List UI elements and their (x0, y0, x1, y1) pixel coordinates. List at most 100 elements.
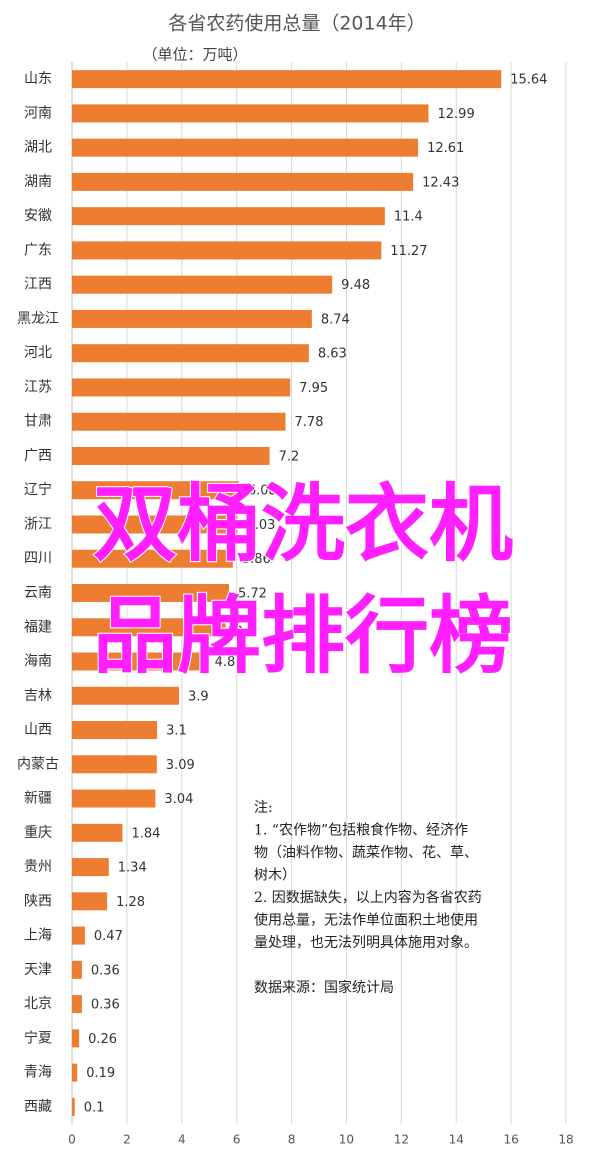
note-line: 物（油料作物、蔬菜作物、花、草、 (254, 845, 478, 861)
value-label: 0.26 (88, 1032, 117, 1047)
y-tick-label: 吉林 (24, 688, 52, 704)
y-tick-label: 新疆 (24, 791, 52, 807)
value-label: 3.1 (166, 724, 187, 739)
value-label: 4.87 (215, 655, 244, 670)
value-label: 11.27 (390, 244, 427, 259)
overlay-text: 双桶洗衣机 (93, 475, 513, 573)
y-tick-label: 宁夏 (24, 1029, 52, 1046)
bar (72, 721, 158, 740)
value-label: 12.43 (422, 175, 459, 190)
y-tick-label: 广西 (24, 448, 52, 464)
value-label: 9.48 (341, 278, 370, 293)
bar (72, 960, 82, 979)
value-label: 0.1 (84, 1100, 105, 1115)
x-tick-label: 12 (394, 1133, 409, 1147)
x-tick-label: 10 (339, 1133, 354, 1147)
value-label: 12.99 (438, 107, 475, 122)
bar (72, 378, 291, 397)
bar (72, 207, 385, 226)
chart-subtitle: （单位：万吨） (142, 46, 247, 64)
y-tick-label: 天津 (24, 962, 52, 978)
value-label: 6.08 (248, 484, 277, 499)
bar (72, 70, 502, 89)
y-tick-label: 陕西 (24, 893, 52, 909)
value-label: 0.47 (94, 929, 123, 944)
value-label: 8.63 (318, 347, 347, 362)
chart-title: 各省农药使用总量（2014年） (168, 13, 425, 35)
bar (72, 481, 239, 500)
note-line: 树木） (254, 868, 296, 884)
y-tick-label: 山西 (24, 722, 52, 738)
bar (72, 446, 270, 465)
value-label: 7.95 (299, 381, 328, 396)
y-tick-label: 江西 (24, 277, 52, 293)
x-tick-label: 6 (233, 1133, 241, 1147)
y-tick-label: 上海 (24, 928, 52, 944)
value-label: 7.2 (279, 449, 300, 464)
value-label: 3.9 (188, 689, 209, 704)
note-line: 使用总量，无法作单位面积土地使用 (254, 912, 478, 929)
x-tick-label: 16 (503, 1133, 518, 1147)
value-label: 0.36 (91, 963, 120, 978)
y-tick-label: 安徽 (24, 208, 52, 224)
bar (72, 789, 156, 808)
overlay-text: 品牌排行榜 (93, 587, 513, 685)
bar (72, 858, 109, 877)
note-line: 1. “农作物”包括粮食作物、经济作 (254, 822, 468, 839)
bar (72, 652, 206, 671)
note-line: 量处理，也无法列明具体施用对象。 (254, 935, 478, 951)
y-tick-label: 江苏 (24, 379, 52, 395)
x-tick-label: 8 (288, 1133, 296, 1147)
value-label: 6.03 (246, 518, 275, 533)
x-tick-label: 2 (123, 1133, 131, 1147)
value-label: 0.36 (91, 998, 120, 1013)
y-tick-label: 浙江 (24, 516, 52, 532)
value-label: 7.78 (295, 415, 324, 430)
y-tick-label: 四川 (24, 551, 52, 567)
bar (72, 584, 229, 602)
bar (72, 138, 419, 157)
value-label: 15.64 (510, 73, 547, 88)
bar (72, 549, 233, 568)
bar (72, 926, 85, 945)
y-tick-label: 内蒙古 (17, 756, 59, 772)
y-tick-label: 甘肃 (24, 414, 52, 430)
bar (72, 344, 309, 363)
bar (72, 412, 286, 431)
bar (72, 892, 108, 911)
note-line: 2. 因数据缺失，以上内容为各省农药 (254, 889, 482, 906)
y-tick-label: 重庆 (24, 825, 52, 841)
y-tick-label: 黑龙江 (17, 311, 59, 327)
bar (72, 618, 226, 637)
y-tick-label: 广东 (24, 242, 52, 258)
value-label: 5.86 (242, 552, 271, 567)
bar (72, 1029, 80, 1048)
x-tick-label: 18 (558, 1133, 573, 1147)
value-label: 8.74 (321, 312, 350, 327)
bar (72, 172, 414, 191)
y-tick-label: 云南 (24, 585, 52, 601)
x-tick-label: 14 (449, 1133, 464, 1147)
value-label: 0.19 (86, 1066, 115, 1081)
y-tick-label: 青海 (24, 1065, 52, 1081)
y-tick-label: 西藏 (24, 1099, 52, 1115)
y-tick-label: 海南 (24, 654, 52, 670)
bar (72, 104, 429, 123)
bar (72, 1097, 75, 1116)
bar (72, 515, 238, 534)
value-label: 1.34 (118, 861, 147, 876)
bar (72, 241, 382, 260)
value-label: 3.09 (166, 758, 195, 773)
bar (72, 995, 82, 1014)
x-tick-label: 4 (178, 1133, 186, 1147)
bar (72, 755, 157, 774)
bar (72, 275, 333, 294)
note-line: 注: (254, 800, 273, 816)
y-tick-label: 福建 (24, 619, 52, 635)
value-label: 3.04 (164, 792, 193, 807)
y-tick-label: 河南 (24, 105, 52, 121)
note-line: 数据来源：国家统计局 (254, 979, 394, 996)
bar (72, 686, 180, 705)
value-label: 1.84 (131, 826, 160, 841)
bar (72, 823, 123, 842)
